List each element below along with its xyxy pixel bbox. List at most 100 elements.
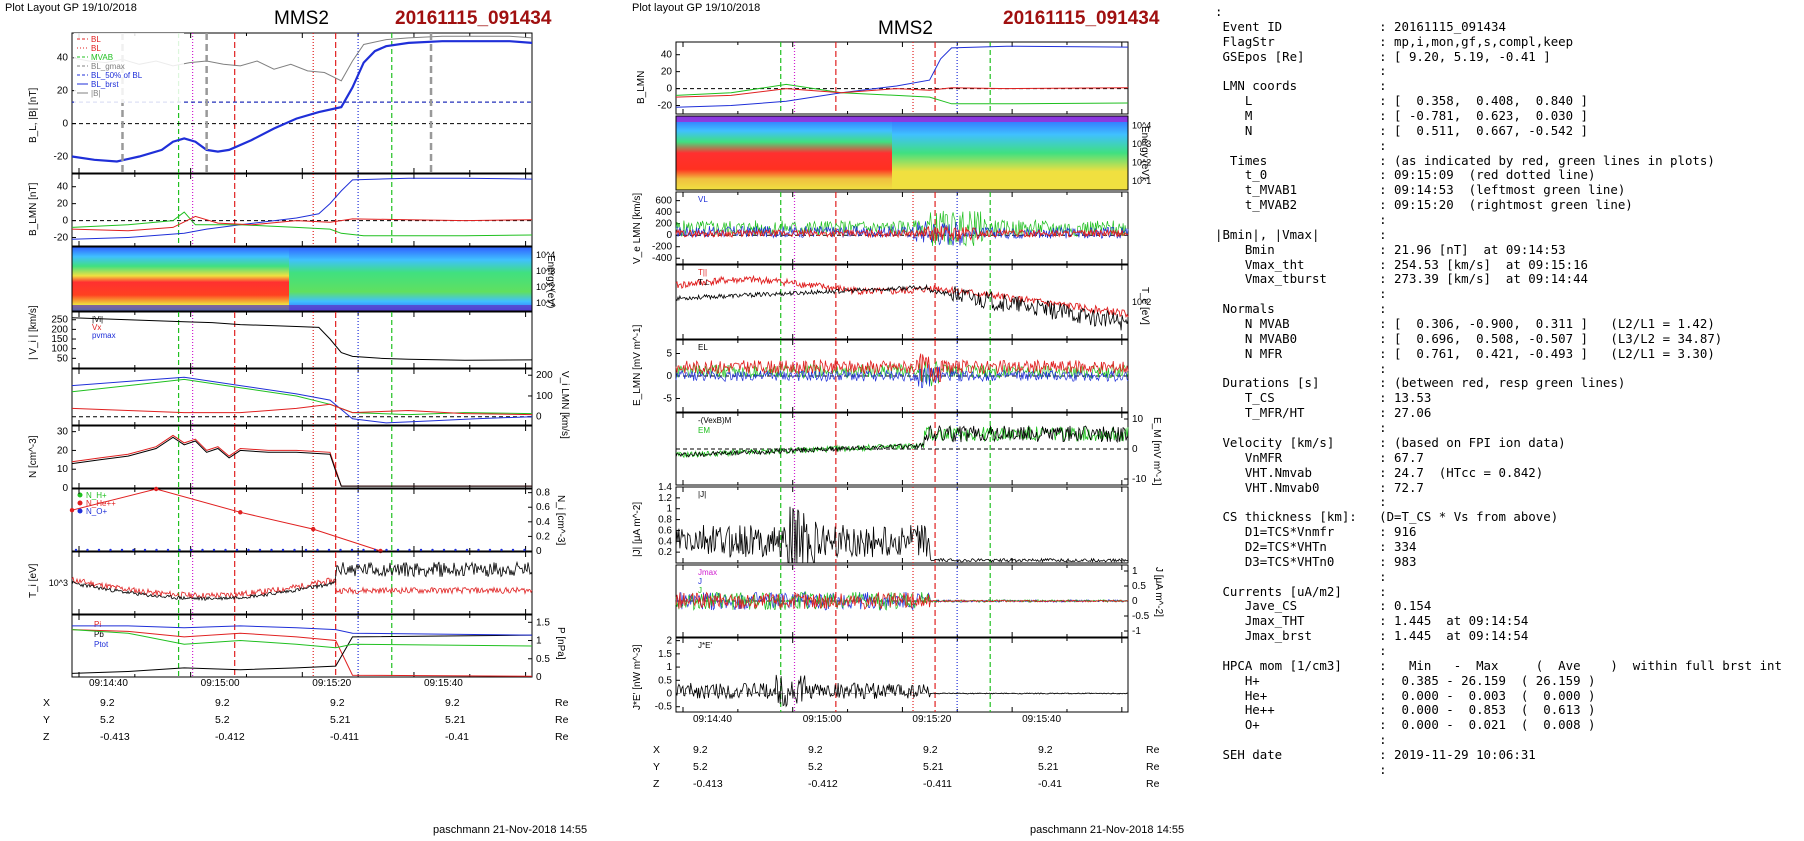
o-data-point	[431, 548, 434, 552]
summary-line: Bmin : 21.96 [nT] at 09:14:53	[1215, 241, 1566, 257]
summary-line: D3=TCS*VHTn0 : 983	[1215, 553, 1417, 569]
y-tick-label: 0	[1132, 444, 1138, 455]
o-data-point	[419, 548, 423, 552]
coord-value: -0.412	[215, 730, 245, 743]
summary-line: :	[1215, 360, 1387, 376]
o-data-point	[109, 548, 112, 552]
legend-label: EM	[698, 426, 710, 435]
coord-row-y: Y 5.2 5.2 5.21 5.21 Re	[43, 711, 568, 728]
coord-value: 5.2	[100, 713, 115, 726]
coord-value: 9.2	[445, 696, 460, 709]
y-tick-label: 0.4	[658, 536, 672, 547]
o-data-point	[120, 548, 124, 552]
coord-value: 5.2	[215, 713, 230, 726]
y-tick-label: -20	[54, 152, 69, 163]
y-tick-label: -0.5	[655, 702, 673, 713]
y-tick-label: 1.5	[536, 617, 550, 628]
series-line-Ni	[71, 436, 532, 487]
o-data-point	[97, 548, 101, 552]
summary-line: Jmax_THT : 1.445 at 09:14:54	[1215, 613, 1529, 629]
y-tick-label: 20	[57, 86, 69, 97]
y-tick-label: -5	[663, 394, 672, 405]
time-tick-label: 09:15:00	[802, 714, 842, 725]
summary-line: VnMFR : 67.7	[1215, 449, 1424, 465]
o-data-point	[327, 548, 331, 552]
o-data-point	[155, 548, 158, 552]
right-em-plot: -10 0 10 -(VexB)MEM	[675, 412, 1147, 486]
coord-value: 9.2	[923, 743, 938, 756]
y-tick-label: 100	[536, 391, 553, 402]
y-tick-label: 150	[51, 334, 68, 345]
right-event-title: 20161115_091434	[1003, 8, 1160, 29]
y-tick-label: 40	[57, 53, 69, 64]
coord-unit: Re	[555, 730, 569, 743]
coord-unit: Re	[1146, 777, 1160, 790]
summary-line: N : [ 0.511, 0.667, -0.542 ]	[1215, 122, 1588, 138]
coord-value: 5.21	[330, 713, 351, 726]
summary-line: Jave_CS : 0.154	[1215, 598, 1432, 614]
y-tick-label: 100	[51, 344, 68, 355]
left-n-ylabel: N [cm^-3]	[28, 435, 39, 478]
svg-text:MVAB: MVAB	[91, 53, 113, 62]
y-tick-label: -20	[54, 233, 69, 244]
y-tick-label: 0	[62, 119, 68, 130]
coord-value: 5.21	[445, 713, 466, 726]
y-tick-label: 30	[57, 427, 69, 438]
coord-label: Z	[653, 777, 660, 790]
y-tick-label: 10^4	[536, 250, 555, 260]
y-tick-label: 1	[536, 636, 542, 647]
svg-text:|Vi|: |Vi|	[92, 315, 103, 324]
coord-label: X	[43, 696, 51, 709]
left-spectrogram-ylabel: Energy (eV)	[545, 255, 556, 309]
right-header: Plot layout GP 19/10/2018	[632, 2, 761, 14]
coord-value: -0.413	[100, 730, 130, 743]
y-tick-label: 10	[57, 464, 69, 475]
summary-line: Jmax_brst : 1.445 at 09:14:54	[1215, 628, 1529, 644]
coord-value: 5.21	[1038, 760, 1059, 773]
series-line-Pb	[71, 634, 533, 674]
right-te-ylabel: T_e [eV]	[1139, 287, 1150, 325]
summary-line: t_0 : 09:15:09 (red dotted line)	[1215, 167, 1596, 183]
right-j-ylabel: J [μA m^-2]	[1153, 567, 1164, 617]
noise-trace	[71, 576, 533, 600]
y-tick-label: 10^3	[1132, 139, 1151, 149]
o-data-point	[500, 548, 503, 552]
left-ti-plot: 10^3	[49, 551, 533, 615]
o-data-point	[385, 548, 388, 552]
time-tick-label: 09:14:40	[693, 714, 732, 725]
left-panel-n: 0 10 20 30 N [cm^-3]	[28, 425, 533, 494]
o-data-point	[350, 548, 354, 552]
o-data-point	[304, 548, 308, 552]
legend-label: VL	[698, 195, 708, 204]
svg-text:BL: BL	[91, 44, 101, 53]
right-spectrogram-ylabel: Energy (eV)	[1139, 126, 1150, 180]
summary-line: Currents [uA/m2] :	[1215, 583, 1387, 599]
series-line-BL	[71, 40, 533, 163]
left-panel-p: Pi Pb Ptot 0 0.5 1 1.5 P [nPa]	[71, 614, 566, 683]
y-tick-label: 2	[666, 636, 672, 647]
summary-line: :	[1215, 286, 1387, 302]
legend-label: |J|	[698, 490, 706, 499]
y-tick-label: 1.2	[658, 493, 672, 504]
right-jmag-ylabel: |J| [μA m^-2]	[632, 501, 643, 557]
left-p-ylabel: P [nPa]	[555, 627, 566, 660]
y-tick-label: 0	[666, 689, 672, 700]
coord-value: -0.411	[330, 730, 359, 743]
o-data-point	[408, 548, 411, 552]
left-panel-ti: 10^3 T_i [eV]	[28, 551, 533, 615]
coord-value: -0.412	[808, 777, 838, 790]
summary-line: D2=TCS*VHTn : 334	[1215, 538, 1417, 554]
y-tick-label: 10^2	[1132, 297, 1151, 307]
coord-value: 5.2	[693, 760, 708, 773]
left-event-title: 20161115_091434	[395, 8, 552, 29]
o-data-point	[442, 548, 446, 552]
series-line-|Vi|	[71, 317, 533, 361]
right-em-ylabel: E_M [mV m^-1]	[1151, 417, 1162, 486]
time-tick-label: 09:15:00	[200, 678, 240, 689]
y-tick-label: -0.5	[1132, 611, 1150, 622]
left-panel-hpca: N_H+ N_He++ N_O+ 0 0.2 0.4 0.6 0.8 N_i [cm^-…	[69, 486, 566, 557]
summary-line: Event ID : 20161115_091434	[1215, 18, 1506, 34]
coord-value: 9.2	[1038, 743, 1053, 756]
y-tick-label: -10	[1132, 474, 1147, 485]
